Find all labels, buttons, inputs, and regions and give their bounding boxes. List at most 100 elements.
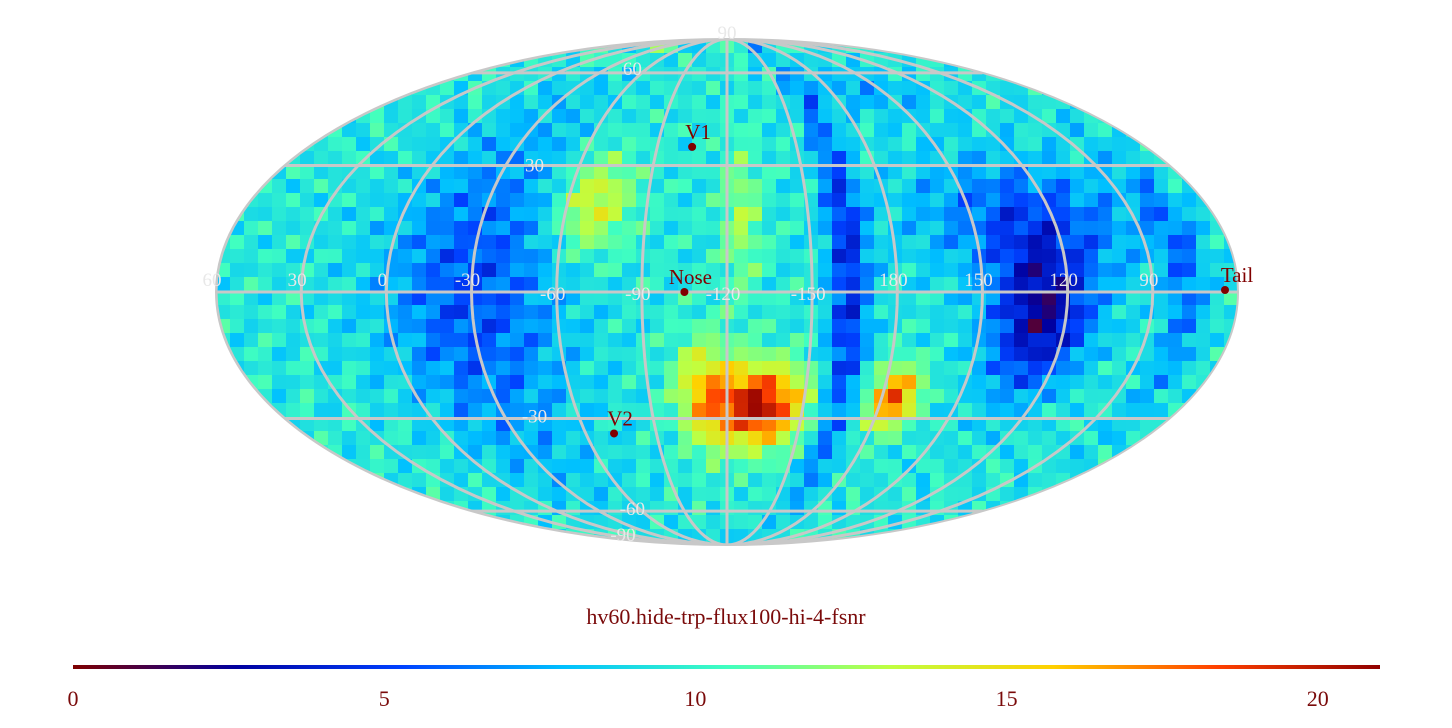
map-cell [734, 193, 749, 208]
map-cell [1098, 473, 1113, 488]
map-cell [300, 165, 315, 180]
map-cell [1028, 501, 1043, 516]
map-cell [734, 81, 749, 96]
map-cell [734, 487, 749, 502]
map-cell [1140, 165, 1155, 180]
map-cell [1182, 249, 1197, 264]
map-cell [496, 291, 511, 306]
map-cell [454, 137, 469, 152]
map-cell [524, 459, 539, 474]
map-cell [1154, 501, 1169, 516]
map-cell [426, 333, 441, 348]
map-cell [454, 179, 469, 194]
map-cell [272, 67, 287, 82]
map-cell [370, 207, 385, 222]
map-cell [370, 137, 385, 152]
map-cell [706, 137, 721, 152]
map-cell [566, 137, 581, 152]
map-cell [300, 459, 315, 474]
map-cell [1182, 543, 1197, 545]
map-cell [804, 543, 819, 545]
map-cell [216, 403, 231, 418]
map-cell [454, 361, 469, 376]
map-cell [370, 361, 385, 376]
map-cell [678, 389, 693, 404]
map-cell [594, 305, 609, 320]
map-cell [216, 389, 231, 404]
map-cell [902, 529, 917, 544]
map-cell [1000, 487, 1015, 502]
map-cell [440, 123, 455, 138]
map-cell [482, 151, 497, 166]
map-cell [356, 235, 371, 250]
map-cell [860, 347, 875, 362]
map-cell [1098, 67, 1113, 82]
map-cell [1126, 431, 1141, 446]
map-cell [622, 389, 637, 404]
map-cell [454, 417, 469, 432]
map-cell [230, 375, 245, 390]
map-cell [1056, 543, 1071, 545]
map-cell [1084, 39, 1099, 54]
map-cell [664, 375, 679, 390]
map-cell [832, 445, 847, 460]
map-cell [524, 347, 539, 362]
map-cell [846, 543, 861, 545]
map-cell [944, 81, 959, 96]
map-cell [272, 543, 287, 545]
map-cell [538, 123, 553, 138]
map-cell [356, 67, 371, 82]
map-cell [524, 361, 539, 376]
map-cell [986, 53, 1001, 68]
map-cell [1084, 347, 1099, 362]
map-cell [650, 277, 665, 292]
map-cell [356, 221, 371, 236]
map-cell [734, 417, 749, 432]
map-cell [972, 137, 987, 152]
map-cell [664, 137, 679, 152]
map-cell [902, 151, 917, 166]
map-cell [1014, 431, 1029, 446]
map-cell [706, 291, 721, 306]
map-cell [888, 193, 903, 208]
map-cell [272, 347, 287, 362]
map-cell [594, 347, 609, 362]
map-cell [692, 109, 707, 124]
map-cell [286, 515, 301, 530]
map-cell [622, 193, 637, 208]
map-cell [664, 445, 679, 460]
map-cell [552, 109, 567, 124]
map-cell [552, 137, 567, 152]
map-cell [1126, 81, 1141, 96]
map-cell [538, 179, 553, 194]
map-cell [790, 305, 805, 320]
map-cell [1056, 165, 1071, 180]
map-cell [538, 221, 553, 236]
map-cell [860, 305, 875, 320]
map-cell [1224, 487, 1238, 502]
longitude-label: 30 [288, 270, 307, 291]
map-cell [1112, 165, 1127, 180]
map-cell [272, 221, 287, 236]
map-cell [1126, 487, 1141, 502]
map-cell [748, 179, 763, 194]
map-cell [776, 193, 791, 208]
map-cell [734, 235, 749, 250]
longitude-label: -30 [455, 270, 480, 291]
latitude-label: 60 [623, 59, 642, 80]
map-cell [622, 263, 637, 278]
map-cell [1028, 165, 1043, 180]
map-cell [832, 417, 847, 432]
map-cell [1154, 333, 1169, 348]
map-cell [1028, 123, 1043, 138]
map-cell [552, 81, 567, 96]
map-cell [608, 179, 623, 194]
map-cell [258, 81, 273, 96]
map-cell [762, 221, 777, 236]
map-cell [706, 431, 721, 446]
map-cell [328, 515, 343, 530]
map-cell [678, 445, 693, 460]
map-cell [1168, 431, 1183, 446]
map-cell [426, 515, 441, 530]
map-cell [650, 375, 665, 390]
